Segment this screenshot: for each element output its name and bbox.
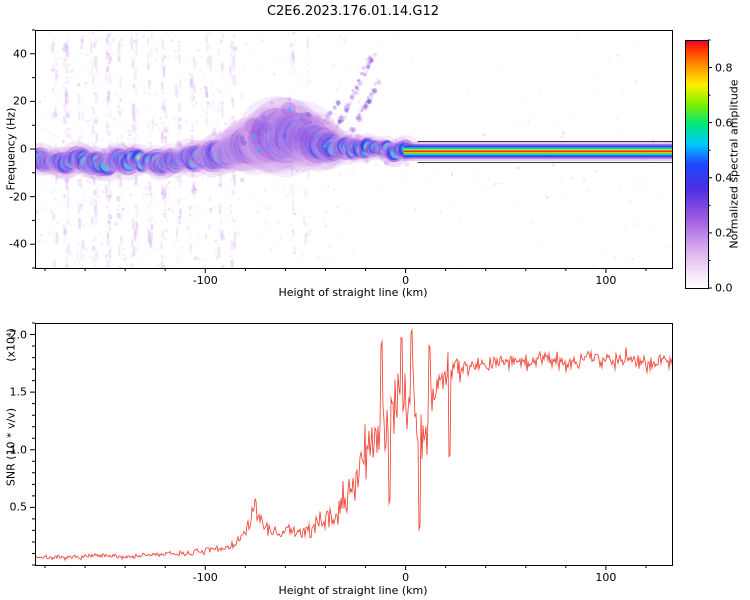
snr-unit-label: (x10⁴) <box>4 328 18 362</box>
snr-ylabel: SNR (10 * v/v) <box>4 407 18 487</box>
spectrogram-ylabel: Frequency (Hz) <box>4 107 18 191</box>
spectrogram-xlabel: Height of straight line (km) <box>278 286 428 299</box>
snr-xlabel: Height of straight line (km) <box>278 584 428 597</box>
colorbar-label: Normalized spectral amplitude <box>727 79 741 249</box>
chart-title: C2E6.2023.176.01.14.G12 <box>266 4 440 19</box>
